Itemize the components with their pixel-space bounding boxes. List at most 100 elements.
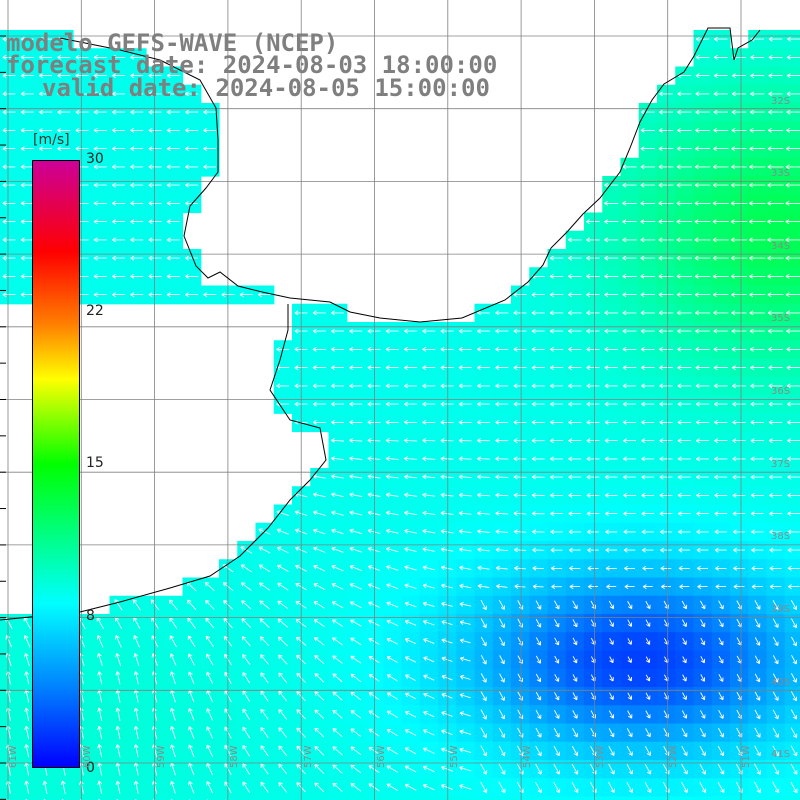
wind-arrow bbox=[713, 91, 728, 97]
wind-arrow bbox=[645, 710, 651, 719]
wind-arrow bbox=[480, 745, 488, 757]
wind-arrow bbox=[495, 438, 509, 443]
wind-arrow bbox=[642, 584, 653, 590]
wind-arrow bbox=[97, 744, 103, 758]
wind-arrow bbox=[604, 365, 618, 371]
wind-arrow bbox=[550, 565, 563, 571]
wind-speed-cell bbox=[109, 796, 129, 800]
wind-arrow bbox=[112, 91, 125, 97]
valid-date: valid date: 2024-08-05 15:00:00 bbox=[42, 74, 490, 102]
lat-label: 41S bbox=[771, 749, 791, 760]
wind-arrow bbox=[733, 565, 745, 571]
wind-arrow bbox=[785, 255, 800, 261]
wind-arrow bbox=[676, 146, 692, 152]
wind-arrow bbox=[24, 744, 30, 758]
wind-arrow bbox=[696, 474, 709, 480]
wind-arrow bbox=[568, 328, 582, 334]
wind-arrow bbox=[440, 383, 454, 389]
wind-arrow bbox=[187, 653, 195, 666]
wind-arrow bbox=[386, 656, 398, 663]
wind-arrow bbox=[568, 401, 582, 407]
wind-arrow bbox=[57, 127, 71, 133]
wind-arrow bbox=[790, 763, 798, 775]
wind-arrow bbox=[786, 383, 800, 389]
wind-arrow bbox=[713, 328, 729, 334]
wind-arrow bbox=[459, 747, 472, 754]
wind-arrow bbox=[405, 674, 417, 681]
wind-speed-cell bbox=[474, 796, 494, 800]
wind-arrow bbox=[20, 292, 34, 298]
wind-arrow bbox=[499, 691, 505, 701]
wind-arrow bbox=[678, 565, 690, 571]
wind-arrow bbox=[750, 383, 765, 389]
wind-arrow bbox=[640, 127, 655, 133]
wind-arrow bbox=[658, 328, 674, 334]
wind-arrow bbox=[477, 310, 490, 316]
wind-arrow bbox=[750, 419, 764, 425]
wind-arrow bbox=[206, 708, 214, 721]
wind-arrow bbox=[772, 600, 779, 610]
wind-arrow bbox=[730, 237, 748, 243]
wind-arrow bbox=[531, 292, 545, 298]
wind-arrow bbox=[276, 383, 290, 389]
wind-arrow bbox=[790, 745, 798, 757]
wind-arrow bbox=[385, 365, 399, 371]
wind-arrow bbox=[732, 438, 746, 444]
wind-arrow bbox=[641, 383, 655, 389]
wind-arrow bbox=[554, 655, 560, 664]
wind-arrow bbox=[386, 728, 398, 737]
wind-arrow bbox=[313, 601, 325, 609]
wind-arrow bbox=[732, 529, 746, 535]
wind-arrow bbox=[477, 529, 490, 534]
wind-arrow bbox=[732, 383, 746, 389]
wind-arrow bbox=[513, 365, 527, 371]
wind-arrow bbox=[622, 328, 637, 334]
wind-speed-cell bbox=[584, 796, 603, 800]
wind-arrow bbox=[750, 73, 765, 79]
wind-arrow bbox=[480, 673, 487, 683]
wind-arrow bbox=[678, 547, 691, 553]
wind-arrow bbox=[751, 529, 764, 535]
wind-arrow bbox=[767, 292, 784, 298]
wind-arrow bbox=[480, 599, 487, 611]
wind-arrow bbox=[166, 200, 180, 206]
wind-arrow bbox=[786, 346, 800, 352]
wind-arrow bbox=[133, 744, 139, 758]
wind-arrow bbox=[641, 456, 655, 462]
wind-arrow bbox=[331, 310, 344, 316]
wind-arrow bbox=[694, 200, 711, 206]
wind-arrow bbox=[626, 781, 634, 793]
wind-arrow bbox=[682, 674, 687, 682]
wind-arrow bbox=[205, 617, 215, 629]
wind-speed-cell bbox=[602, 796, 622, 800]
wind-arrow bbox=[350, 728, 362, 737]
wind-arrow bbox=[385, 419, 399, 425]
wind-arrow bbox=[695, 383, 710, 389]
wind-arrow bbox=[645, 600, 651, 610]
wind-arrow bbox=[751, 565, 764, 571]
wind-arrow bbox=[695, 456, 709, 462]
wind-arrow bbox=[386, 692, 398, 700]
wind-arrow bbox=[332, 655, 343, 664]
wind-arrow bbox=[349, 438, 363, 443]
wind-arrow bbox=[258, 292, 271, 298]
wind-arrow bbox=[188, 707, 195, 721]
wind-arrow bbox=[477, 583, 490, 589]
wind-arrow bbox=[732, 73, 746, 79]
wind-arrow bbox=[627, 710, 633, 719]
wind-speed-cell bbox=[693, 796, 713, 800]
wind-arrow bbox=[477, 456, 490, 462]
wind-arrow bbox=[477, 565, 490, 571]
wind-arrow bbox=[791, 673, 797, 683]
wind-arrow bbox=[404, 765, 417, 773]
wind-arrow bbox=[732, 456, 746, 462]
wind-arrow bbox=[242, 672, 251, 684]
wind-arrow bbox=[732, 492, 746, 498]
wind-arrow bbox=[349, 528, 363, 535]
wind-speed-cell bbox=[237, 796, 257, 800]
wind-arrow bbox=[440, 346, 454, 352]
wind-arrow bbox=[441, 583, 454, 589]
wind-arrow bbox=[75, 73, 89, 79]
wind-arrow bbox=[718, 619, 724, 628]
wind-arrow bbox=[168, 599, 178, 611]
